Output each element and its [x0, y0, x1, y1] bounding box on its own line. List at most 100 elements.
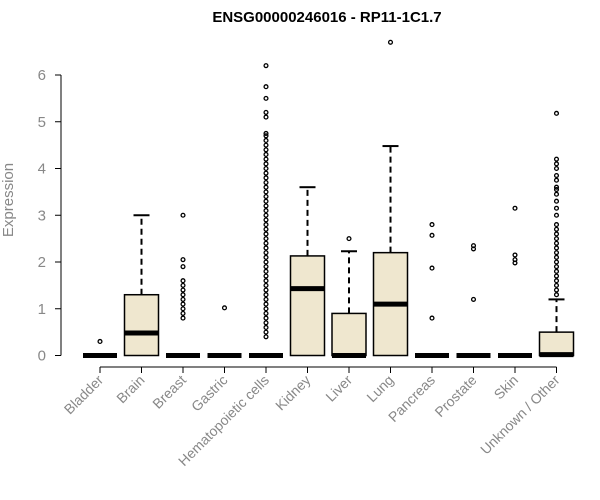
outlier-point — [263, 179, 269, 186]
outlier-point — [553, 205, 560, 211]
chart-title: ENSG00000246016 - RP11-1C1.7 — [212, 9, 441, 26]
outlier-point — [263, 151, 269, 158]
box-group — [83, 338, 117, 358]
outlier-point — [263, 231, 269, 237]
outlier-point — [263, 324, 269, 331]
outlier-point — [263, 287, 269, 293]
outlier-point — [97, 338, 103, 345]
x-tick-label: Brain — [113, 372, 147, 406]
outlier-point — [263, 250, 269, 256]
outlier-point — [263, 254, 269, 260]
outlier-point — [263, 212, 269, 218]
x-tick-label: Unknown / Other — [477, 372, 563, 458]
outlier-point — [263, 264, 269, 270]
outlier-point — [263, 137, 269, 144]
x-tick-label: Lung — [363, 372, 396, 405]
outlier-point — [553, 165, 560, 172]
outlier-point — [263, 194, 269, 200]
x-tick-label: Liver — [322, 372, 355, 405]
outlier-point — [263, 310, 269, 316]
outlier-point — [180, 301, 186, 307]
outlier-point — [263, 217, 269, 223]
outlier-point — [553, 254, 560, 260]
outlier-point — [553, 177, 560, 183]
outlier-point — [553, 110, 560, 116]
outlier-point — [553, 250, 560, 256]
outlier-point — [553, 278, 560, 284]
outlier-point — [263, 84, 269, 90]
outlier-point — [180, 287, 186, 293]
outlier-point — [263, 306, 269, 312]
outlier-point — [180, 264, 186, 270]
outlier-point — [263, 240, 269, 246]
x-tick-label: Prostate — [431, 372, 479, 420]
outlier-point — [263, 278, 269, 284]
outlier-point — [263, 133, 269, 139]
outlier-point — [180, 278, 186, 284]
outlier-point — [263, 334, 269, 340]
box-group — [415, 222, 449, 358]
box-body — [123, 293, 160, 357]
x-tick-label: Kidney — [272, 372, 314, 414]
box-body — [331, 312, 367, 357]
outlier-point — [180, 315, 186, 321]
box-group — [331, 236, 367, 358]
outlier-point — [263, 142, 269, 148]
outlier-point — [263, 282, 269, 288]
outlier-point — [470, 243, 477, 249]
outlier-point — [180, 282, 186, 288]
y-tick-label: 0 — [38, 348, 46, 365]
outlier-point — [263, 114, 269, 120]
x-tick-label: Breast — [149, 372, 189, 412]
y-tick-label: 4 — [38, 161, 46, 178]
outlier-point — [263, 198, 269, 204]
outlier-point — [263, 259, 269, 265]
outlier-point — [180, 212, 186, 218]
outlier-point — [553, 245, 560, 251]
outlier-point — [263, 130, 269, 136]
box-group — [123, 214, 160, 357]
outlier-point — [263, 170, 269, 176]
outlier-point — [553, 172, 560, 179]
outlier-point — [263, 226, 269, 232]
outlier-point — [263, 245, 269, 251]
box-body — [289, 255, 326, 357]
outlier-point — [263, 184, 269, 190]
y-axis: 0 1 2 3 4 5 6 — [38, 67, 62, 365]
outlier-point — [180, 257, 186, 263]
outlier-point — [429, 232, 435, 238]
outlier-point — [221, 305, 228, 311]
box-group — [249, 63, 283, 358]
outlier-point — [263, 156, 269, 162]
outlier-point — [512, 257, 518, 263]
outlier-point — [553, 191, 560, 197]
outlier-point — [553, 264, 560, 270]
box-group — [289, 186, 326, 357]
outlier-point — [263, 296, 269, 302]
outlier-point — [553, 222, 560, 228]
y-tick-label: 2 — [38, 254, 46, 271]
outlier-point — [553, 231, 560, 237]
outlier-point — [263, 189, 269, 195]
box-group — [372, 39, 409, 357]
box-group — [538, 110, 575, 358]
outlier-point — [553, 156, 560, 162]
outlier-point — [180, 292, 186, 298]
outlier-point — [263, 273, 269, 279]
outlier-point — [180, 296, 186, 302]
outlier-point — [263, 147, 269, 153]
outlier-point — [553, 259, 560, 265]
outlier-point — [553, 212, 560, 218]
box-body — [538, 331, 575, 357]
box-group — [166, 212, 200, 358]
outlier-point — [263, 320, 269, 326]
y-tick-label: 3 — [38, 207, 46, 224]
outlier-point — [263, 292, 269, 298]
outlier-point — [263, 329, 269, 335]
outlier-point — [553, 273, 560, 279]
outlier-point — [512, 205, 518, 211]
outlier-point — [263, 301, 269, 307]
outlier-point — [470, 296, 477, 302]
outlier-point — [263, 208, 269, 214]
